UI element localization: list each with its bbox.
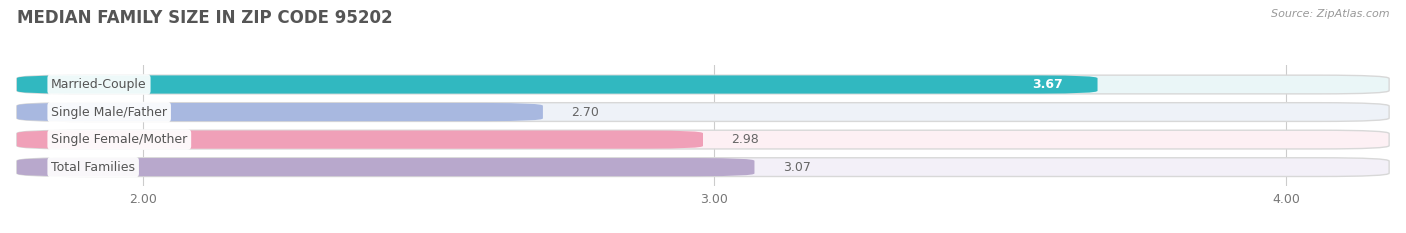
- Text: Total Families: Total Families: [51, 161, 135, 174]
- Text: 2.70: 2.70: [571, 106, 599, 119]
- Text: 3.07: 3.07: [783, 161, 811, 174]
- FancyBboxPatch shape: [17, 75, 1389, 94]
- Text: Married-Couple: Married-Couple: [51, 78, 146, 91]
- FancyBboxPatch shape: [17, 130, 703, 149]
- Text: Single Male/Father: Single Male/Father: [51, 106, 167, 119]
- FancyBboxPatch shape: [17, 103, 543, 121]
- Text: 2.98: 2.98: [731, 133, 759, 146]
- FancyBboxPatch shape: [17, 103, 1389, 121]
- FancyBboxPatch shape: [17, 130, 1389, 149]
- Text: Single Female/Mother: Single Female/Mother: [51, 133, 187, 146]
- FancyBboxPatch shape: [17, 158, 1389, 176]
- Text: 3.67: 3.67: [1032, 78, 1063, 91]
- FancyBboxPatch shape: [17, 75, 1098, 94]
- Text: MEDIAN FAMILY SIZE IN ZIP CODE 95202: MEDIAN FAMILY SIZE IN ZIP CODE 95202: [17, 9, 392, 27]
- Text: Source: ZipAtlas.com: Source: ZipAtlas.com: [1271, 9, 1389, 19]
- FancyBboxPatch shape: [17, 158, 755, 176]
